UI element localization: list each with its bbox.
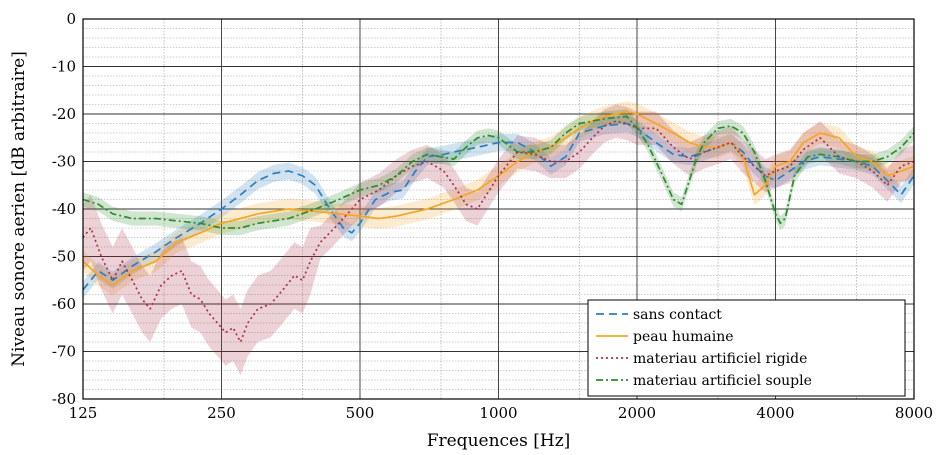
- x-tick-label: 2000: [618, 404, 656, 422]
- y-tick-label: -40: [52, 200, 76, 218]
- y-tick-label: 0: [66, 10, 76, 28]
- legend-label: peau humaine: [633, 329, 734, 345]
- y-tick-label: -30: [52, 153, 76, 171]
- y-tick-label: -10: [52, 58, 76, 76]
- x-tick-label: 4000: [756, 404, 794, 422]
- x-tick-label: 250: [207, 404, 236, 422]
- series-line: [82, 115, 915, 229]
- confidence-bands: [83, 101, 914, 376]
- grid: [82, 18, 915, 400]
- legend-label: sans contact: [633, 307, 722, 323]
- x-axis-label: Frequences [Hz]: [427, 431, 571, 451]
- y-tick-label: -80: [52, 390, 76, 408]
- series-band: [83, 101, 914, 296]
- x-tick-label: 125: [69, 404, 98, 422]
- y-tick-label: -20: [52, 105, 76, 123]
- legend-box: [587, 299, 906, 397]
- legend: sans contact peau humaine materiau artific…: [587, 299, 906, 397]
- x-tick-label: 1000: [479, 404, 517, 422]
- legend-label: materiau artificiel souple: [633, 373, 812, 389]
- series-line: [82, 122, 915, 291]
- y-tick-label: -70: [52, 343, 76, 361]
- series-band: [83, 104, 914, 376]
- series-line: [82, 110, 915, 286]
- y-tick-label: -60: [52, 295, 76, 313]
- y-axis-label: Niveau sonore aerien [dB arbitraire]: [9, 51, 29, 367]
- plot-frame: [82, 18, 915, 400]
- series-lines: [82, 110, 915, 343]
- x-tick-label: 8000: [895, 404, 933, 422]
- legend-label: materiau artificiel rigide: [633, 351, 807, 367]
- x-tick-label: 500: [346, 404, 375, 422]
- y-tick-label: -50: [52, 248, 76, 266]
- series-band: [83, 109, 914, 236]
